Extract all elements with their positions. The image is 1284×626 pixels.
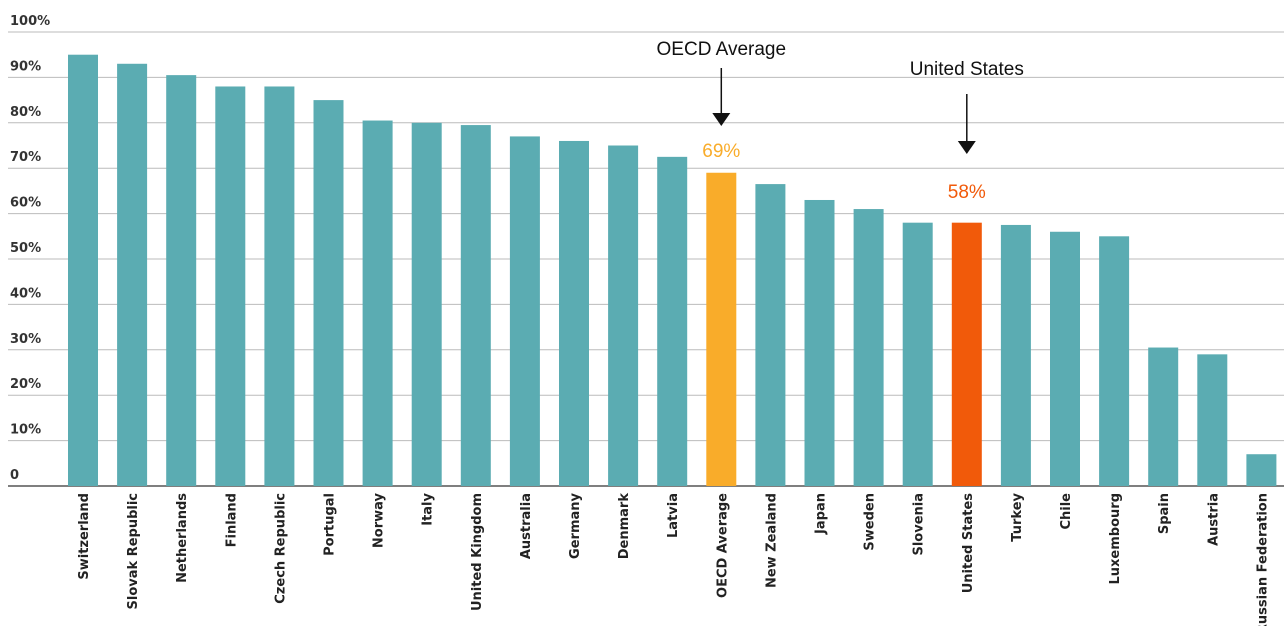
bar-norway: [362, 120, 393, 486]
x-tick-label: Russian Federation: [1255, 493, 1270, 626]
gridlines: [8, 31, 1284, 487]
x-tick-label: Switzerland: [77, 493, 92, 580]
x-tick-label: Sweden: [863, 493, 878, 551]
data-value-label: 69%: [702, 141, 740, 162]
y-tick-label: 70%: [10, 150, 41, 165]
y-tick-label: 30%: [10, 332, 41, 347]
x-tick-label: New Zealand: [764, 493, 779, 588]
x-tick-label: Spain: [1157, 493, 1172, 534]
bar-slovenia: [902, 222, 933, 486]
bar-portugal: [313, 100, 344, 486]
bars: [68, 54, 1277, 487]
arrow-down-icon: [712, 113, 731, 126]
bar-oecd-average: [706, 172, 737, 487]
x-axis-ticks: Switzerland Slovak Republic Netherlands Fin…: [77, 492, 1270, 626]
x-tick-label: Japan: [814, 493, 829, 535]
arrow-down-icon: [957, 141, 976, 154]
x-tick-label: United States: [961, 493, 976, 594]
annotation-label: OECD Average: [657, 39, 787, 60]
x-tick-label: Australia: [519, 493, 534, 559]
y-tick-label: 0: [10, 468, 19, 483]
bar-chile: [1050, 231, 1080, 486]
x-tick-label: Slovak Republic: [126, 493, 141, 609]
bar-netherlands: [166, 75, 197, 486]
annotation-label: United States: [910, 59, 1024, 80]
bar-united-kingdom: [460, 125, 491, 486]
y-tick-label: 100%: [10, 14, 50, 29]
bar-russian-federation: [1246, 454, 1277, 486]
y-tick-label: 90%: [10, 59, 41, 74]
x-tick-label: Netherlands: [175, 493, 190, 583]
bar-turkey: [1000, 224, 1031, 486]
x-tick-label: Germany: [568, 492, 583, 558]
x-tick-label: OECD Average: [715, 493, 730, 598]
bar-austria: [1197, 354, 1228, 486]
x-tick-label: Austria: [1206, 493, 1221, 546]
bar-united-states: [951, 222, 982, 486]
x-tick-label: Czech Republic: [273, 493, 288, 604]
x-tick-label: Italy: [421, 492, 436, 525]
bar-luxembourg: [1099, 236, 1130, 486]
y-tick-label: 50%: [10, 241, 41, 256]
x-tick-label: Denmark: [617, 493, 632, 560]
bar-slovak-republic: [117, 63, 148, 486]
x-tick-label: Latvia: [666, 493, 681, 538]
bar-australia: [509, 136, 540, 487]
x-tick-label: Norway: [372, 492, 387, 548]
bar-latvia: [657, 156, 688, 486]
bar-italy: [411, 122, 442, 487]
y-tick-label: 20%: [10, 377, 41, 392]
bar-new-zealand: [755, 184, 786, 486]
bar-sweden: [853, 209, 884, 486]
bar-finland: [215, 86, 246, 486]
annotations: OECD Average 69% United States 58%: [657, 39, 1024, 203]
y-tick-label: 60%: [10, 196, 41, 211]
y-tick-label: 40%: [10, 286, 41, 301]
x-tick-label: Turkey: [1010, 492, 1025, 541]
bar-czech-republic: [264, 86, 295, 486]
y-tick-label: 80%: [10, 105, 41, 120]
bar-japan: [804, 199, 835, 487]
x-tick-label: Portugal: [323, 493, 338, 556]
y-axis-ticks: 0 10% 20% 30% 40% 50% 60% 70% 80% 90% 100%: [10, 14, 50, 483]
y-tick-label: 10%: [10, 423, 41, 438]
x-tick-label: United Kingdom: [470, 493, 485, 611]
x-tick-label: Finland: [224, 493, 239, 547]
data-value-label: 58%: [948, 182, 986, 203]
bar-spain: [1148, 347, 1179, 486]
x-tick-label: Slovenia: [912, 493, 927, 556]
bar-denmark: [608, 145, 639, 486]
x-tick-label: Chile: [1059, 493, 1074, 530]
bar-switzerland: [68, 54, 98, 486]
bar-germany: [559, 140, 589, 486]
x-tick-label: Luxembourg: [1108, 493, 1123, 585]
